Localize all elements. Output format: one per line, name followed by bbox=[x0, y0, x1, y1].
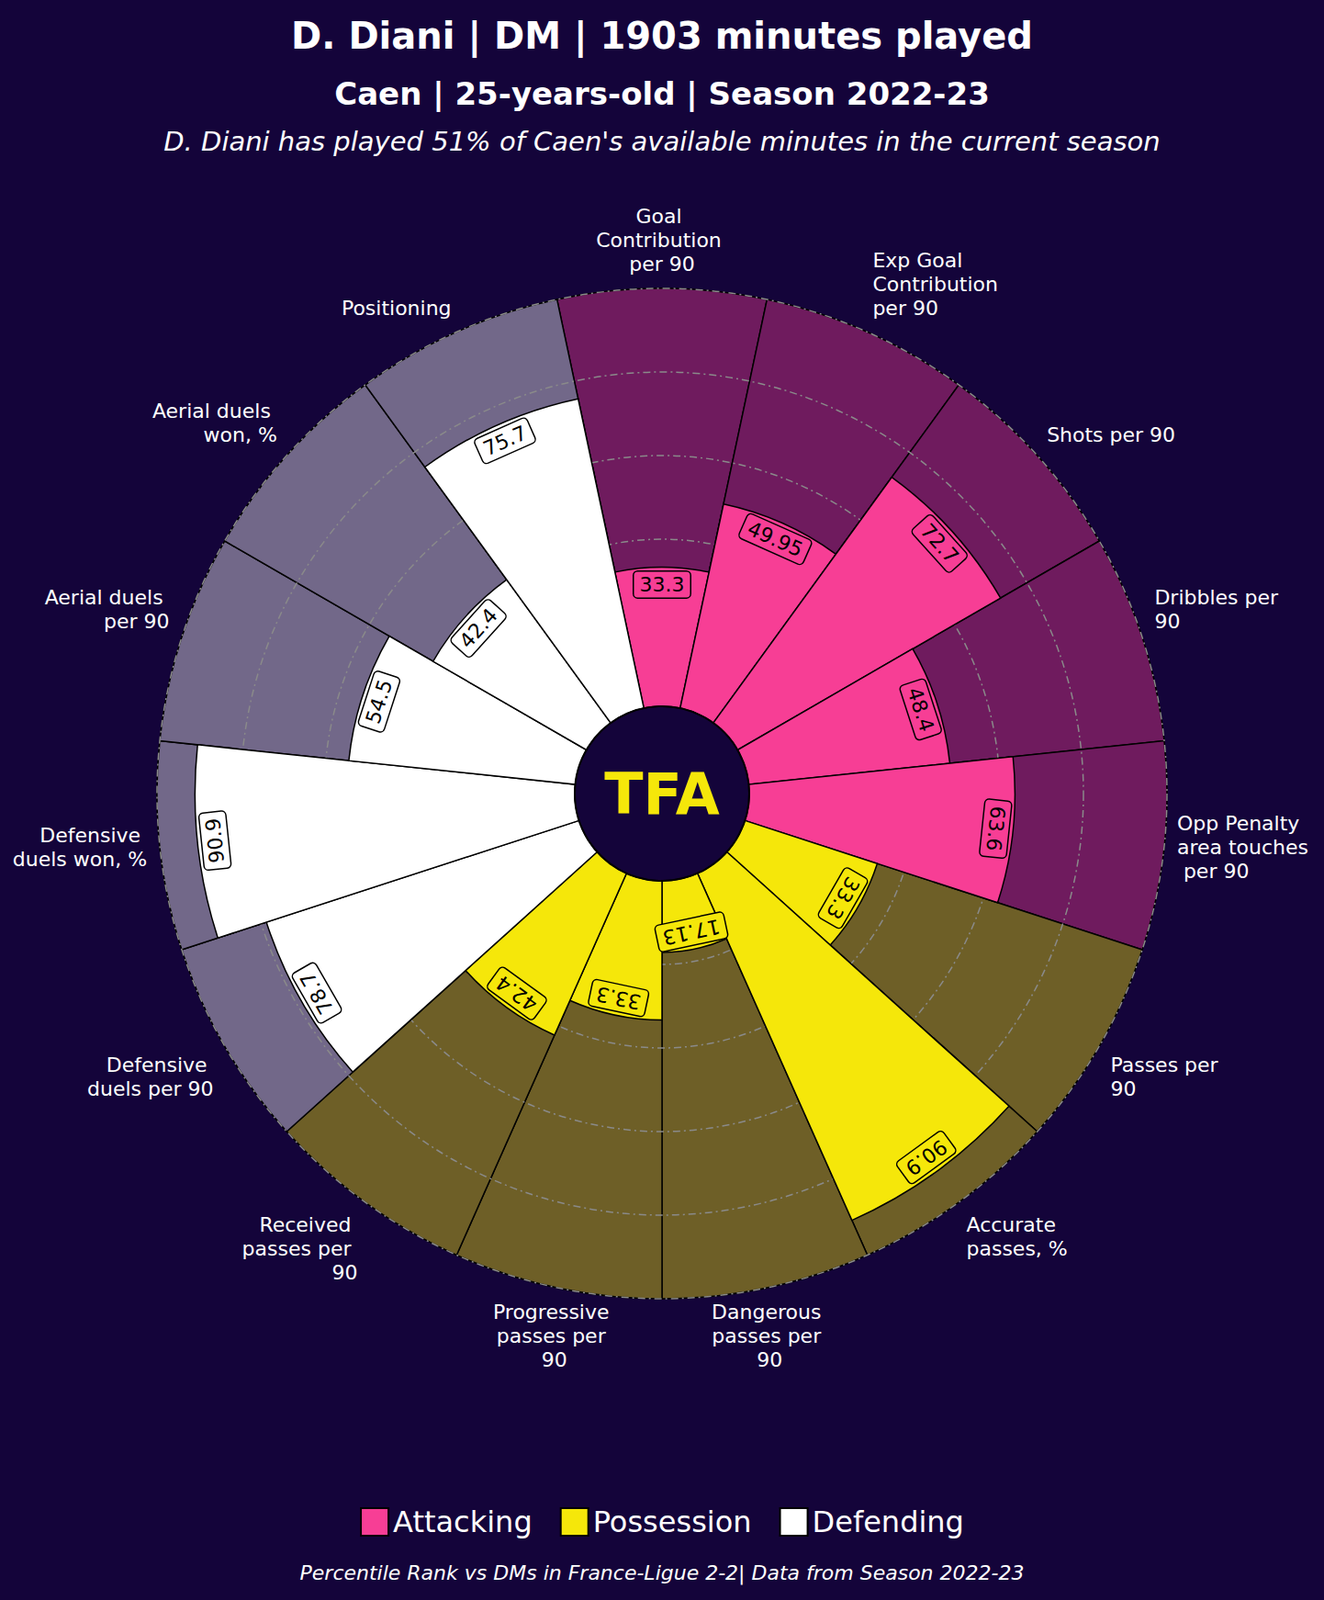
svg-text:33.3: 33.3 bbox=[639, 572, 685, 596]
svg-text:78.7: 78.7 bbox=[295, 967, 338, 1019]
svg-text:area touches: area touches bbox=[1177, 835, 1309, 859]
svg-text:per 90: per 90 bbox=[103, 609, 170, 633]
svg-text:Aerial duels: Aerial duels bbox=[44, 585, 170, 609]
svg-text:48.4: 48.4 bbox=[902, 684, 939, 734]
svg-text:Shots per 90: Shots per 90 bbox=[1046, 423, 1176, 447]
svg-text:90.9: 90.9 bbox=[901, 1134, 952, 1180]
svg-text:90: 90 bbox=[541, 1347, 568, 1371]
svg-text:90: 90 bbox=[1110, 1077, 1136, 1100]
svg-text:90: 90 bbox=[331, 1260, 358, 1284]
svg-text:Accurate: Accurate bbox=[966, 1212, 1063, 1236]
svg-text:42.4: 42.4 bbox=[454, 604, 502, 653]
svg-text:Goal: Goal bbox=[635, 204, 688, 228]
svg-text:Possession: Possession bbox=[593, 1503, 752, 1539]
svg-text:Dangerous: Dangerous bbox=[711, 1300, 828, 1324]
svg-text:Defensive: Defensive bbox=[39, 823, 147, 847]
svg-text:Dribbles per: Dribbles per bbox=[1154, 585, 1285, 609]
svg-text:passes per: passes per bbox=[242, 1236, 359, 1260]
svg-text:per 90: per 90 bbox=[872, 296, 939, 320]
svg-text:42.4: 42.4 bbox=[492, 970, 542, 1016]
svg-text:72.7: 72.7 bbox=[916, 518, 964, 568]
svg-text:90: 90 bbox=[756, 1347, 783, 1371]
svg-text:per 90: per 90 bbox=[1177, 859, 1250, 883]
svg-text:TFA: TFA bbox=[604, 760, 720, 828]
svg-text:90: 90 bbox=[1154, 609, 1180, 633]
svg-text:Defending: Defending bbox=[812, 1503, 965, 1539]
svg-text:Positioning: Positioning bbox=[341, 296, 452, 320]
svg-text:Percentile Rank vs DMs in Fran: Percentile Rank vs DMs in France-Ligue 2… bbox=[300, 1560, 1025, 1585]
svg-text:passes per: passes per bbox=[711, 1324, 828, 1347]
svg-text:54.5: 54.5 bbox=[360, 676, 397, 727]
svg-text:Opp Penalty: Opp Penalty bbox=[1177, 811, 1306, 835]
svg-text:33.3: 33.3 bbox=[821, 872, 864, 923]
svg-text:Defensive: Defensive bbox=[106, 1053, 214, 1077]
svg-text:90.9: 90.9 bbox=[201, 817, 229, 864]
svg-text:Aerial duels: Aerial duels bbox=[152, 399, 278, 423]
svg-text:Passes per: Passes per bbox=[1110, 1053, 1224, 1077]
svg-text:63.6: 63.6 bbox=[981, 805, 1010, 853]
svg-text:duels won, %: duels won, % bbox=[12, 847, 147, 871]
svg-text:33.3: 33.3 bbox=[594, 981, 643, 1014]
svg-text:49.95: 49.95 bbox=[743, 516, 807, 562]
svg-text:Contribution: Contribution bbox=[595, 228, 729, 252]
svg-text:won, %: won, % bbox=[203, 423, 278, 447]
svg-text:duels per 90: duels per 90 bbox=[87, 1077, 214, 1100]
svg-text:Caen | 25-years-old | Season 2: Caen | 25-years-old | Season 2022-23 bbox=[334, 75, 990, 113]
svg-text:passes per: passes per bbox=[496, 1324, 613, 1347]
svg-text:Received: Received bbox=[258, 1212, 358, 1236]
svg-text:D. Diani has played 51% of Cae: D. Diani has played 51% of Caen's availa… bbox=[163, 125, 1160, 158]
svg-text:Attacking: Attacking bbox=[392, 1503, 533, 1539]
svg-text:17.13: 17.13 bbox=[661, 914, 723, 950]
svg-text:75.7: 75.7 bbox=[480, 421, 531, 461]
svg-text:D. Diani | DM | 1903 minutes p: D. Diani | DM | 1903 minutes played bbox=[291, 14, 1033, 59]
svg-text:passes, %: passes, % bbox=[966, 1236, 1068, 1260]
svg-text:per 90: per 90 bbox=[628, 252, 696, 276]
svg-text:Progressive: Progressive bbox=[493, 1300, 617, 1324]
svg-text:Contribution: Contribution bbox=[872, 272, 1005, 296]
svg-text:Exp Goal: Exp Goal bbox=[872, 248, 969, 272]
